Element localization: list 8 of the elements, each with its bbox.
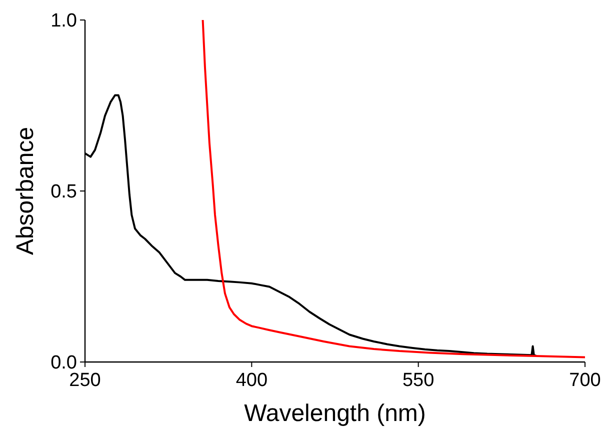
- line-series: [202, 20, 585, 358]
- y-axis-title: Absorbance: [12, 126, 39, 256]
- x-tick-label: 550: [402, 370, 434, 391]
- y-tick-label: 0.5: [50, 182, 77, 203]
- x-axis-title: Wavelength (nm): [244, 400, 426, 427]
- y-tick-label: 1.0: [50, 10, 77, 32]
- x-tick-label: 400: [236, 370, 268, 391]
- x-tick-label: 700: [569, 370, 601, 391]
